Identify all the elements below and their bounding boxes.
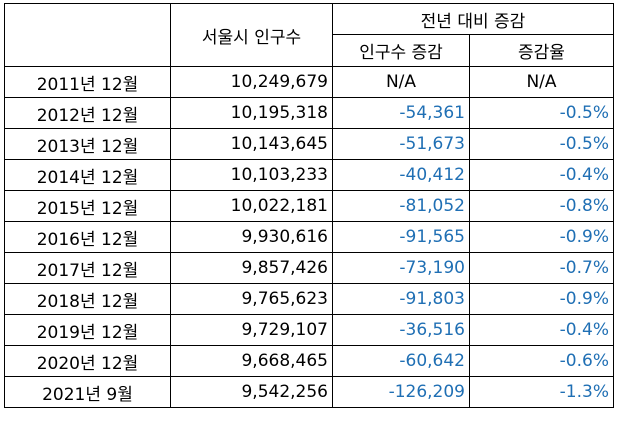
rate-cell: N/A (469, 66, 614, 98)
change-cell: -73,190 (332, 252, 470, 284)
period-cell: 2016년 12월 (4, 221, 171, 253)
rate-cell: -0.4% (469, 159, 614, 191)
population-cell: 9,542,256 (170, 376, 333, 408)
period-cell: 2018년 12월 (4, 283, 171, 315)
header-population: 서울시 인구수 (170, 3, 333, 67)
table-row: 2018년 12월 9,765,623 -91,803 -0.9% (4, 283, 614, 315)
change-cell: -40,412 (332, 159, 470, 191)
table-row: 2021년 9월 9,542,256 -126,209 -1.3% (4, 376, 614, 408)
table-body: 2011년 12월 10,249,679 N/A N/A 2012년 12월 10,195… (4, 66, 614, 408)
rate-cell: -1.3% (469, 376, 614, 408)
rate-cell: -0.4% (469, 314, 614, 346)
period-cell: 2011년 12월 (4, 66, 171, 98)
change-cell: -60,642 (332, 345, 470, 377)
change-cell: -51,673 (332, 128, 470, 160)
header-change: 인구수 증감 (332, 34, 470, 67)
period-cell: 2012년 12월 (4, 97, 171, 129)
change-cell: -54,361 (332, 97, 470, 129)
population-cell: 10,249,679 (170, 66, 333, 98)
table-row: 2017년 12월 9,857,426 -73,190 -0.7% (4, 252, 614, 284)
change-cell: -81,052 (332, 190, 470, 222)
population-cell: 9,857,426 (170, 252, 333, 284)
table-row: 2016년 12월 9,930,616 -91,565 -0.9% (4, 221, 614, 253)
period-cell: 2017년 12월 (4, 252, 171, 284)
population-cell: 10,022,181 (170, 190, 333, 222)
rate-cell: -0.9% (469, 283, 614, 315)
table-row: 2014년 12월 10,103,233 -40,412 -0.4% (4, 159, 614, 191)
table-row: 2013년 12월 10,143,645 -51,673 -0.5% (4, 128, 614, 160)
population-cell: 9,930,616 (170, 221, 333, 253)
table-row: 2011년 12월 10,249,679 N/A N/A (4, 66, 614, 98)
change-cell: -91,565 (332, 221, 470, 253)
period-cell: 2019년 12월 (4, 314, 171, 346)
table-row: 2015년 12월 10,022,181 -81,052 -0.8% (4, 190, 614, 222)
population-cell: 10,195,318 (170, 97, 333, 129)
rate-cell: -0.5% (469, 97, 614, 129)
period-cell: 2013년 12월 (4, 128, 171, 160)
population-table-container: 서울시 인구수 전년 대비 증감 인구수 증감 증감율 2011년 12월 10,… (4, 3, 614, 408)
rate-cell: -0.7% (469, 252, 614, 284)
population-cell: 9,765,623 (170, 283, 333, 315)
change-cell: N/A (332, 66, 470, 98)
table-row: 2020년 12월 9,668,465 -60,642 -0.6% (4, 345, 614, 377)
period-cell: 2015년 12월 (4, 190, 171, 222)
population-cell: 10,143,645 (170, 128, 333, 160)
period-cell: 2020년 12월 (4, 345, 171, 377)
header-rate: 증감율 (469, 34, 614, 67)
rate-cell: -0.6% (469, 345, 614, 377)
table-row: 2019년 12월 9,729,107 -36,516 -0.4% (4, 314, 614, 346)
header-yoy-group: 전년 대비 증감 (332, 3, 614, 35)
change-cell: -91,803 (332, 283, 470, 315)
rate-cell: -0.5% (469, 128, 614, 160)
header-corner-cell (4, 3, 171, 67)
period-cell: 2021년 9월 (4, 376, 171, 408)
period-cell: 2014년 12월 (4, 159, 171, 191)
rate-cell: -0.9% (469, 221, 614, 253)
rate-cell: -0.8% (469, 190, 614, 222)
change-cell: -126,209 (332, 376, 470, 408)
population-cell: 9,729,107 (170, 314, 333, 346)
population-cell: 10,103,233 (170, 159, 333, 191)
population-table: 서울시 인구수 전년 대비 증감 인구수 증감 증감율 2011년 12월 10,… (4, 3, 614, 408)
population-cell: 9,668,465 (170, 345, 333, 377)
table-row: 2012년 12월 10,195,318 -54,361 -0.5% (4, 97, 614, 129)
change-cell: -36,516 (332, 314, 470, 346)
